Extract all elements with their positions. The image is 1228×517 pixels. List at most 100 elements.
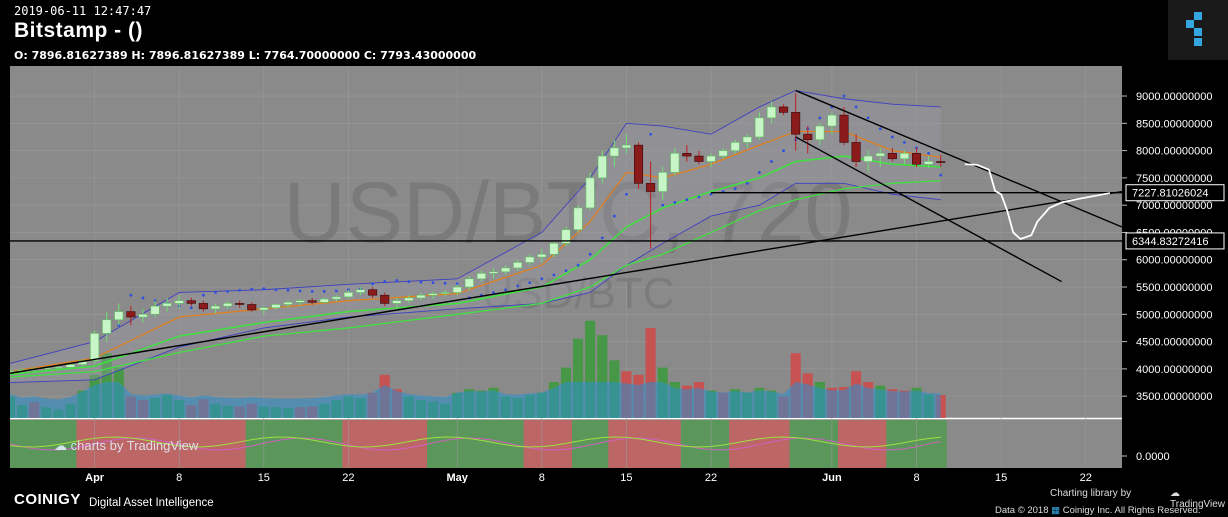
psar-dot bbox=[661, 203, 665, 207]
candle-body bbox=[573, 207, 583, 231]
candle-body bbox=[670, 153, 680, 173]
candle-body bbox=[537, 253, 547, 258]
candle-body bbox=[223, 303, 233, 307]
copyright: Data © 2018 ▦ Coinigy Inc. All Rights Re… bbox=[995, 505, 1201, 516]
candle-body bbox=[791, 112, 801, 135]
candle-body bbox=[633, 144, 644, 184]
candle-body bbox=[585, 177, 595, 209]
psar-dot bbox=[129, 293, 133, 297]
psar-dot bbox=[286, 288, 290, 292]
cloud-icon: ☁ bbox=[54, 438, 67, 453]
candle-body bbox=[210, 305, 221, 310]
trendline[interactable] bbox=[9, 190, 1123, 374]
candle-body bbox=[65, 364, 75, 368]
bollinger-lower-line bbox=[9, 182, 941, 383]
copyright-rights: Coinigy Inc. All Rights Reserved. bbox=[1062, 505, 1201, 516]
psar-dot bbox=[745, 181, 749, 185]
candle-body bbox=[440, 292, 450, 294]
candle-body bbox=[198, 303, 208, 310]
y-tick-label: 4500.00000000 bbox=[1136, 337, 1212, 349]
time-axis[interactable] bbox=[0, 468, 1228, 483]
psar-dot bbox=[612, 214, 616, 218]
oscillator-region bbox=[427, 420, 524, 468]
x-tick-label: Jun bbox=[822, 472, 842, 484]
candle-body bbox=[126, 311, 136, 318]
psar-dot bbox=[395, 279, 399, 282]
footer-brand: COINIGY bbox=[14, 491, 81, 508]
psar-dot bbox=[576, 263, 580, 267]
psar-dot bbox=[334, 289, 338, 293]
psar-dot bbox=[733, 187, 737, 191]
candle-body bbox=[936, 161, 946, 163]
watermark-large: USD/BTC, 720 bbox=[284, 165, 853, 261]
candle-body bbox=[295, 300, 305, 303]
psar-dot bbox=[431, 281, 435, 285]
y-tick-label: 5500.00000000 bbox=[1136, 282, 1212, 294]
volume-bar bbox=[645, 328, 656, 418]
candle-body bbox=[899, 153, 909, 160]
tradingview-credit[interactable]: ☁ TradingView bbox=[1170, 488, 1228, 510]
candle-body bbox=[815, 125, 825, 140]
x-tick-label: 22 bbox=[705, 472, 717, 484]
oscillator-region bbox=[10, 420, 77, 468]
candle-body bbox=[476, 273, 486, 280]
volume-average-area bbox=[10, 382, 941, 418]
oscillator-region bbox=[729, 420, 790, 468]
psar-dot bbox=[310, 289, 314, 293]
coinigy-small-icon: ▦ bbox=[1051, 505, 1061, 516]
watermark-small: USD/BTC bbox=[481, 269, 674, 318]
psar-dot bbox=[903, 141, 906, 144]
copyright-data: Data © 2018 bbox=[995, 505, 1049, 516]
bollinger-layer bbox=[9, 90, 941, 383]
candle-body bbox=[851, 142, 861, 162]
tradingview-watermark-text: charts by TradingView bbox=[70, 438, 199, 453]
candle-body bbox=[428, 293, 438, 296]
candle-body bbox=[488, 271, 499, 274]
psar-dot bbox=[322, 289, 326, 293]
oscillator-signal-line bbox=[9, 436, 941, 448]
candle-body bbox=[779, 106, 789, 113]
candle-body bbox=[368, 289, 378, 296]
candle-body bbox=[247, 304, 257, 311]
candle-body bbox=[283, 302, 293, 305]
candle-body bbox=[343, 292, 353, 298]
candle-body bbox=[525, 256, 535, 263]
bollinger-band-fill bbox=[10, 90, 941, 383]
y-tick-label: 7000.00000000 bbox=[1136, 200, 1212, 212]
psar-dot bbox=[238, 288, 242, 292]
oscillator-region bbox=[789, 420, 838, 468]
y-tick-label: 3500.00000000 bbox=[1136, 391, 1212, 403]
volume-bar bbox=[597, 335, 608, 418]
psar-dot bbox=[673, 201, 677, 204]
candle-body bbox=[803, 133, 813, 140]
psar-dot bbox=[649, 132, 653, 136]
psar-dot bbox=[528, 281, 532, 285]
psar-dot bbox=[419, 280, 423, 284]
psar-dot bbox=[588, 252, 592, 256]
y-tick-label: 5000.00000000 bbox=[1136, 309, 1212, 321]
trendline[interactable] bbox=[795, 136, 1062, 283]
trendline[interactable] bbox=[795, 89, 1123, 228]
tradingview-watermark: ☁ charts by TradingView bbox=[54, 438, 198, 454]
psar-dot bbox=[250, 287, 254, 291]
psar-dot bbox=[504, 288, 507, 292]
psar-dot bbox=[854, 105, 858, 109]
oscillator-region bbox=[572, 420, 609, 468]
candle-body bbox=[621, 144, 631, 149]
psar-dot bbox=[685, 198, 689, 202]
y-tick-label: 6000.00000000 bbox=[1136, 255, 1212, 267]
price-axis[interactable] bbox=[1122, 66, 1228, 468]
psar-dot bbox=[201, 293, 205, 297]
moving-average-line bbox=[9, 155, 941, 376]
projection-path[interactable] bbox=[964, 163, 1111, 240]
psar-dot bbox=[443, 281, 447, 285]
candle-body bbox=[319, 298, 329, 303]
candle-body bbox=[694, 155, 704, 162]
x-tick-label: 22 bbox=[1080, 472, 1092, 484]
footer bbox=[0, 483, 1228, 517]
volume-bar bbox=[573, 338, 584, 418]
y-tick-label: 8000.00000000 bbox=[1136, 146, 1212, 158]
candle-body bbox=[452, 286, 462, 293]
candle-body bbox=[271, 304, 281, 309]
